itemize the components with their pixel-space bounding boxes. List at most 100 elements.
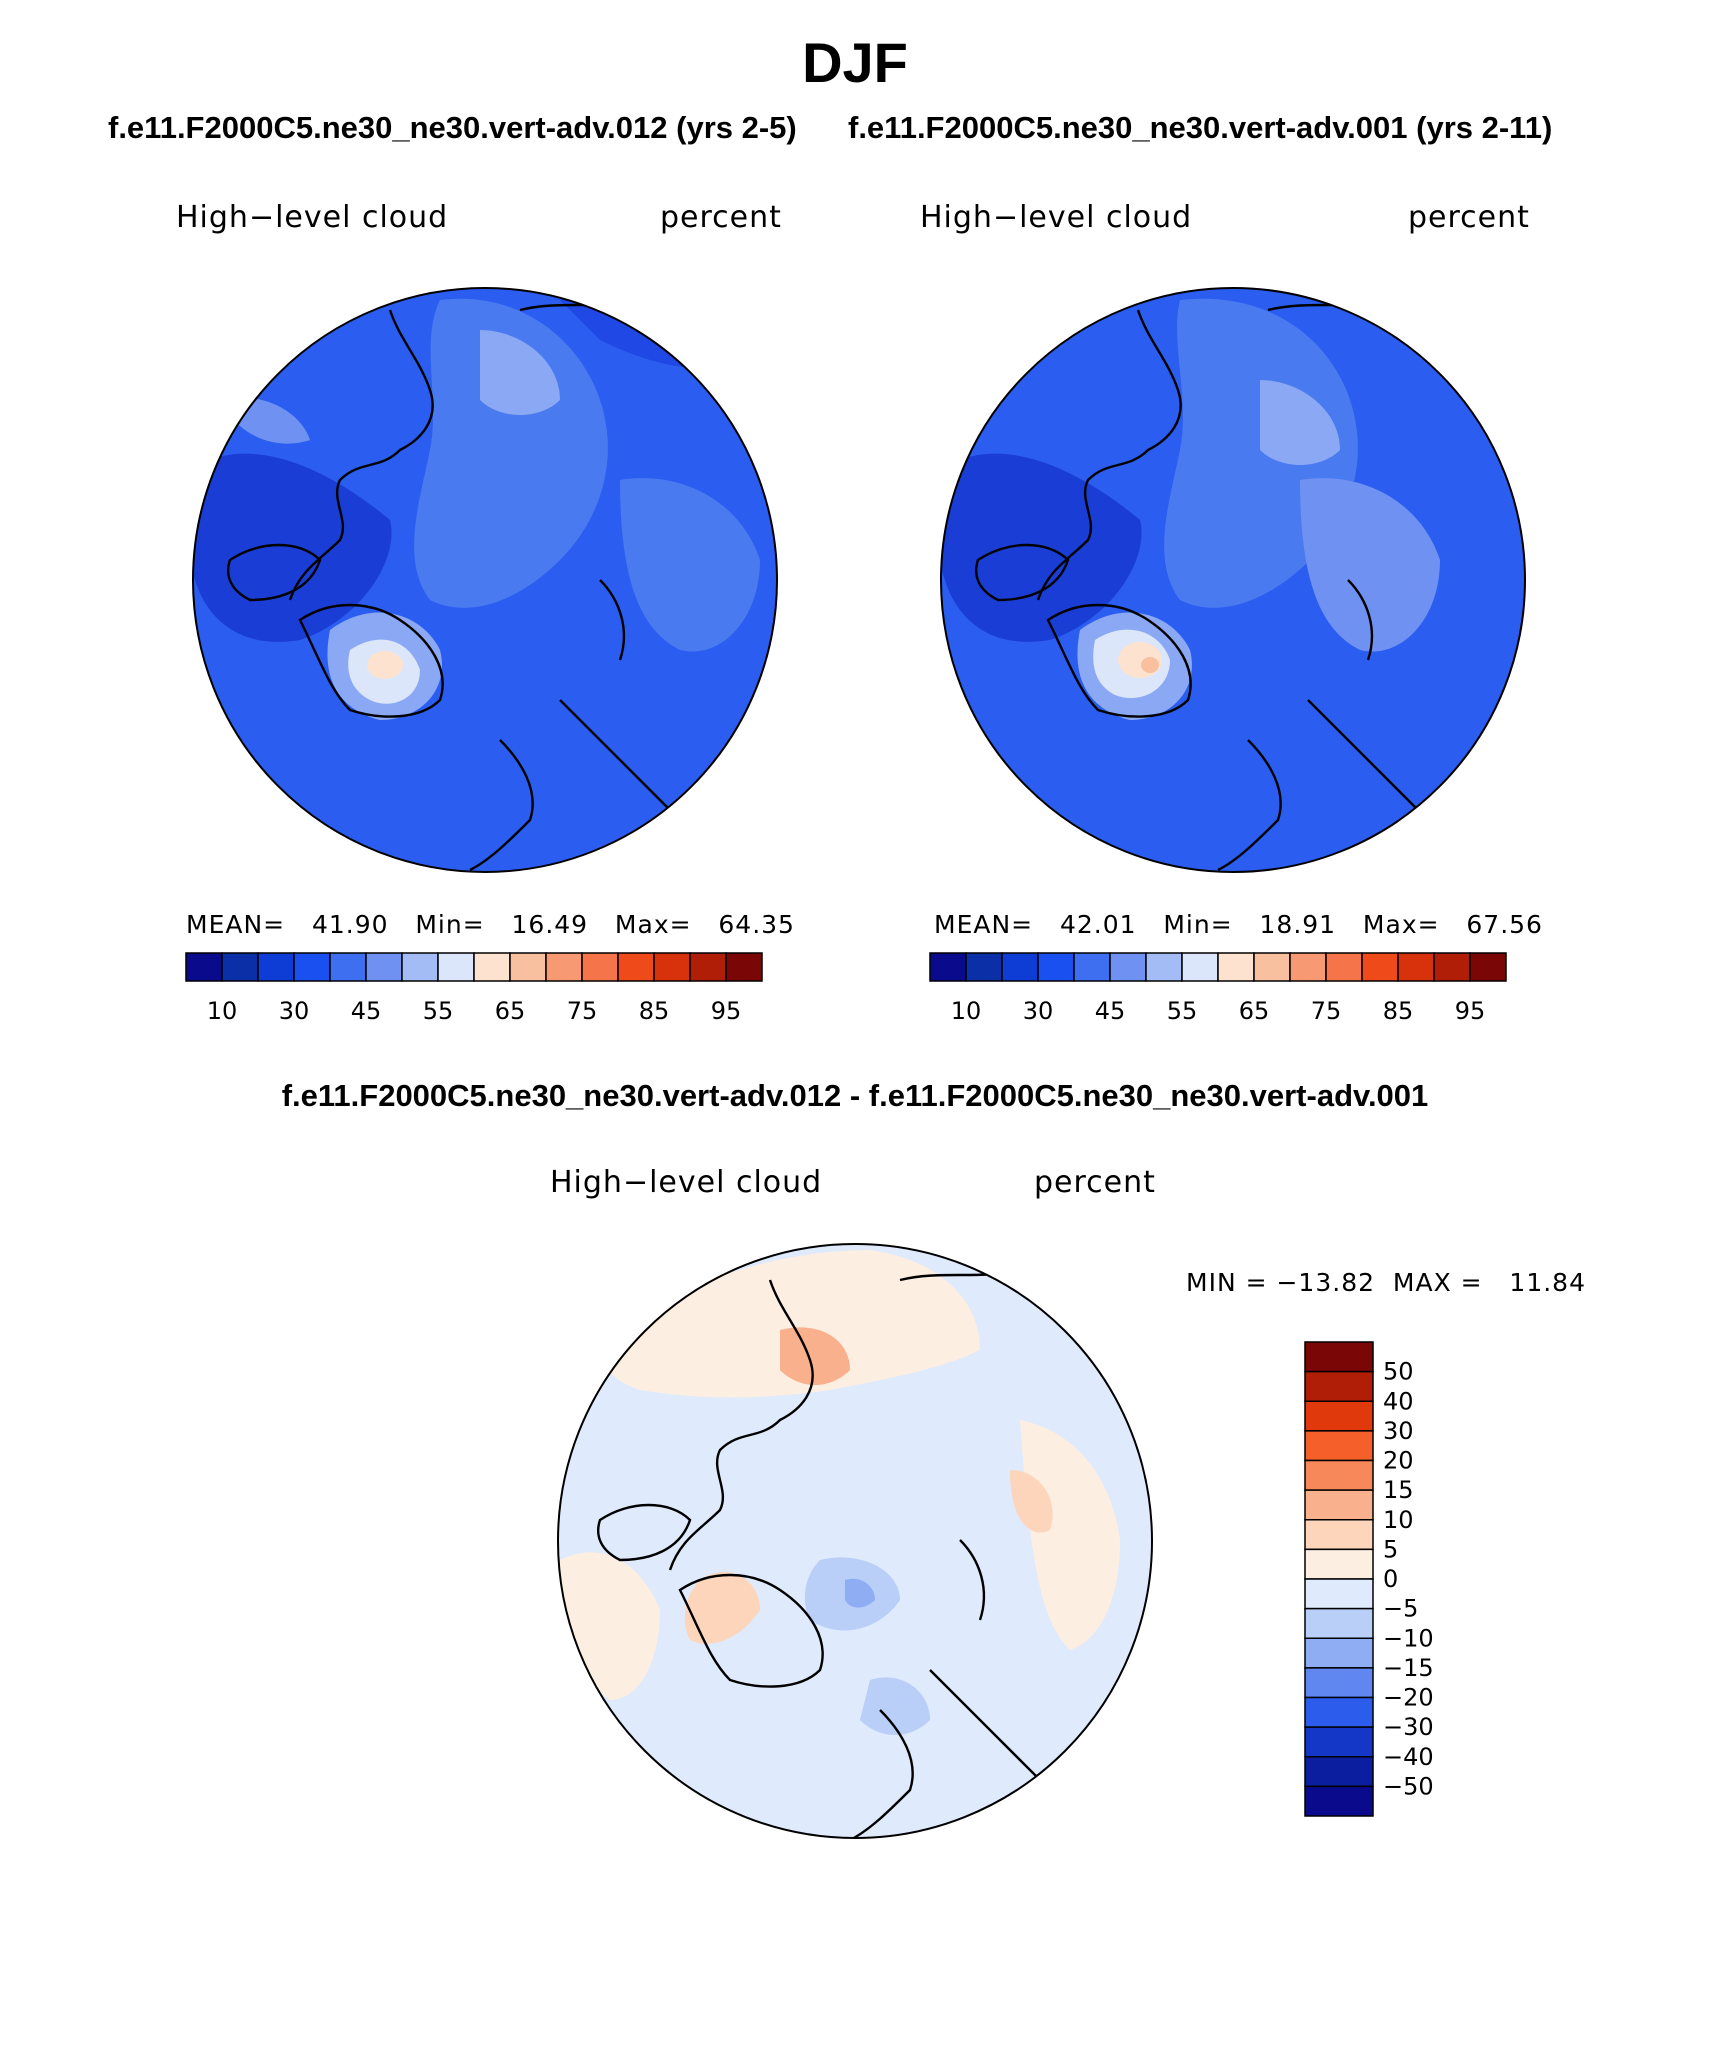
diff-map-field-negative-strong bbox=[845, 1578, 875, 1608]
colorbar-tick-label: 15 bbox=[1383, 1476, 1414, 1504]
colorbar-swatch bbox=[1304, 1785, 1374, 1817]
colorbar-swatch bbox=[293, 952, 331, 982]
diff-map-field-negative bbox=[860, 1677, 930, 1735]
right-map-field-light bbox=[1260, 380, 1340, 465]
colorbar-swatch bbox=[329, 952, 367, 982]
colorbar-swatch bbox=[1304, 1607, 1374, 1639]
diff-map-border bbox=[557, 1243, 1153, 1839]
left-map-field-medium bbox=[620, 478, 760, 652]
colorbar-swatch bbox=[1304, 1756, 1374, 1788]
diff-variable-label: High−level cloud bbox=[550, 1165, 823, 1200]
colorbar-tick-label: −15 bbox=[1383, 1654, 1434, 1682]
colorbar-tick-label: 30 bbox=[279, 997, 310, 1025]
colorbar-swatch bbox=[221, 952, 259, 982]
colorbar-tick-label: −10 bbox=[1383, 1624, 1434, 1652]
colorbar-swatch bbox=[509, 952, 547, 982]
diff-map-field-positive bbox=[1020, 1420, 1120, 1650]
colorbar-swatch bbox=[965, 952, 1003, 982]
colorbar-swatch bbox=[1253, 952, 1291, 982]
diff-map bbox=[557, 1243, 1153, 1839]
colorbar-tick-label: 45 bbox=[1095, 997, 1126, 1025]
case-title-left: f.e11.F2000C5.ne30_ne30.vert-adv.012 (yr… bbox=[108, 110, 797, 145]
colorbar-swatch bbox=[1037, 952, 1075, 982]
colorbar-swatch bbox=[1325, 952, 1363, 982]
colorbar-tick-label: −50 bbox=[1383, 1772, 1434, 1800]
colorbar-swatch bbox=[437, 952, 475, 982]
colorbar-tick-label: 10 bbox=[1383, 1506, 1414, 1534]
colorbar-swatch bbox=[1304, 1489, 1374, 1521]
colorbar-swatch bbox=[1433, 952, 1471, 982]
left-units-label: percent bbox=[660, 200, 782, 235]
colorbar-tick-label: 20 bbox=[1383, 1447, 1414, 1475]
colorbar-tick-label: 10 bbox=[207, 997, 238, 1025]
colorbar-tick-label: 30 bbox=[1383, 1417, 1414, 1445]
colorbar-tick-label: 65 bbox=[495, 997, 526, 1025]
colorbar-swatch bbox=[1304, 1726, 1374, 1758]
colorbar-tick-label: 75 bbox=[567, 997, 598, 1025]
colorbar-swatch bbox=[1304, 1430, 1374, 1462]
colorbar-tick-label: −40 bbox=[1383, 1743, 1434, 1771]
left-map-field-light bbox=[480, 330, 560, 415]
left-map-field-medium bbox=[414, 298, 608, 608]
colorbar-swatch bbox=[1217, 952, 1255, 982]
diff-title: f.e11.F2000C5.ne30_ne30.vert-adv.012 - f… bbox=[281, 1078, 1429, 1113]
left-map bbox=[192, 287, 778, 873]
colorbar-tick-label: −5 bbox=[1383, 1595, 1418, 1623]
colorbar-swatch bbox=[1289, 952, 1327, 982]
right-map-field-peak-high bbox=[1141, 657, 1159, 673]
right-map-field-medium bbox=[1300, 478, 1440, 652]
left-stats: MEAN= 41.90 Min= 16.49 Max= 64.35 bbox=[186, 910, 795, 939]
colorbar-swatch bbox=[1109, 952, 1147, 982]
colorbar-swatch bbox=[1181, 952, 1219, 982]
colorbar-swatch bbox=[929, 952, 967, 982]
colorbar-swatch bbox=[185, 952, 223, 982]
colorbar-tick-label: −30 bbox=[1383, 1713, 1434, 1741]
colorbar-tick-label: 85 bbox=[639, 997, 670, 1025]
diff-map-coastlines bbox=[597, 1264, 1141, 1838]
colorbar-tick-label: 50 bbox=[1383, 1358, 1414, 1386]
colorbar-swatch bbox=[1304, 1578, 1374, 1610]
right-map-border bbox=[940, 287, 1526, 873]
colorbar-tick-label: 30 bbox=[1023, 997, 1054, 1025]
colorbar-swatch bbox=[1304, 1370, 1374, 1402]
left-map-border bbox=[192, 287, 778, 873]
colorbar-swatch bbox=[1304, 1637, 1374, 1669]
right-variable-label: High−level cloud bbox=[920, 200, 1193, 235]
colorbar-tick-label: 55 bbox=[423, 997, 454, 1025]
colorbar-swatch bbox=[257, 952, 295, 982]
colorbar-swatch bbox=[1304, 1341, 1374, 1373]
colorbar-swatch bbox=[689, 952, 727, 982]
colorbar-swatch bbox=[401, 952, 439, 982]
colorbar-tick-label: 75 bbox=[1311, 997, 1342, 1025]
colorbar-tick-label: 95 bbox=[1455, 997, 1486, 1025]
colorbar-swatch bbox=[1304, 1548, 1374, 1580]
colorbar-tick-label: 0 bbox=[1383, 1565, 1398, 1593]
colorbar-swatch bbox=[725, 952, 763, 982]
colorbar-swatch bbox=[617, 952, 655, 982]
colorbar-swatch bbox=[581, 952, 619, 982]
right-stats: MEAN= 42.01 Min= 18.91 Max= 67.56 bbox=[934, 910, 1543, 939]
colorbar-swatch bbox=[1001, 952, 1039, 982]
left-variable-label: High−level cloud bbox=[176, 200, 449, 235]
colorbar-swatch bbox=[1073, 952, 1111, 982]
colorbar-tick-label: 40 bbox=[1383, 1387, 1414, 1415]
colorbar-swatch bbox=[1304, 1696, 1374, 1728]
main-title: DJF bbox=[802, 31, 908, 94]
colorbar-swatch bbox=[1304, 1459, 1374, 1491]
diff-units-label: percent bbox=[1034, 1165, 1156, 1200]
right-colorbar: 10 30 45 55 65 75 85 95 bbox=[929, 952, 1507, 1025]
colorbar-tick-label: 95 bbox=[711, 997, 742, 1025]
colorbar-tick-label: 45 bbox=[351, 997, 382, 1025]
left-colorbar: 10 30 45 55 65 75 85 95 bbox=[185, 952, 763, 1025]
diff-map-field-positive-strong bbox=[684, 1571, 760, 1644]
colorbar-swatch bbox=[1361, 952, 1399, 982]
case-title-right: f.e11.F2000C5.ne30_ne30.vert-adv.001 (yr… bbox=[848, 110, 1553, 145]
diff-map-field-positive-strong bbox=[1010, 1470, 1053, 1533]
colorbar-swatch bbox=[365, 952, 403, 982]
colorbar-swatch bbox=[473, 952, 511, 982]
colorbar-tick-label: 5 bbox=[1383, 1535, 1398, 1563]
colorbar-tick-label: 10 bbox=[951, 997, 982, 1025]
diff-stats: MIN = −13.82 MAX = 11.84 bbox=[1186, 1268, 1586, 1297]
